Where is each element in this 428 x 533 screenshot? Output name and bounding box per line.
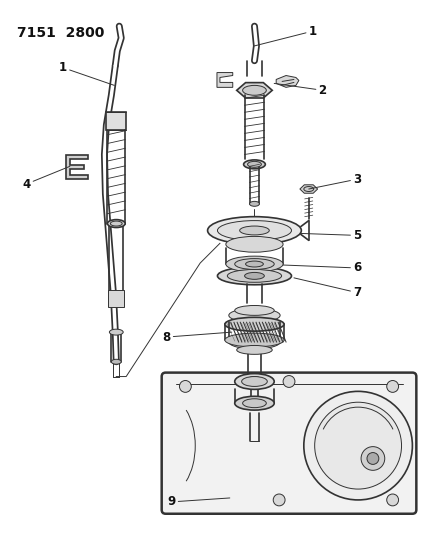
Ellipse shape xyxy=(225,317,284,331)
Ellipse shape xyxy=(235,397,274,410)
Ellipse shape xyxy=(110,329,123,335)
Ellipse shape xyxy=(243,85,266,95)
Ellipse shape xyxy=(235,259,274,270)
Polygon shape xyxy=(276,76,299,87)
Ellipse shape xyxy=(111,359,121,364)
Ellipse shape xyxy=(229,309,280,322)
Ellipse shape xyxy=(217,221,291,240)
Ellipse shape xyxy=(304,187,314,191)
Ellipse shape xyxy=(242,376,268,386)
Ellipse shape xyxy=(250,201,259,206)
Polygon shape xyxy=(66,156,88,179)
Ellipse shape xyxy=(107,220,125,228)
Circle shape xyxy=(315,402,401,489)
Bar xyxy=(107,112,126,130)
Text: 7: 7 xyxy=(294,278,361,299)
Ellipse shape xyxy=(227,270,282,282)
Text: 6: 6 xyxy=(283,262,361,274)
Bar xyxy=(108,290,124,308)
Circle shape xyxy=(387,494,398,506)
Ellipse shape xyxy=(243,399,266,408)
Text: 3: 3 xyxy=(309,173,361,189)
Ellipse shape xyxy=(247,376,262,383)
Text: 2: 2 xyxy=(274,83,327,97)
Circle shape xyxy=(361,447,385,470)
Ellipse shape xyxy=(235,305,274,316)
Ellipse shape xyxy=(217,267,291,285)
Circle shape xyxy=(304,391,413,500)
Ellipse shape xyxy=(229,335,280,349)
Text: 7151  2800: 7151 2800 xyxy=(17,26,104,40)
Ellipse shape xyxy=(226,237,283,252)
Ellipse shape xyxy=(247,161,262,167)
Polygon shape xyxy=(237,83,272,98)
Circle shape xyxy=(179,381,191,392)
Text: 5: 5 xyxy=(301,229,361,242)
Text: 4: 4 xyxy=(22,166,70,191)
Circle shape xyxy=(283,376,295,387)
Ellipse shape xyxy=(240,226,269,235)
Ellipse shape xyxy=(226,256,283,272)
Polygon shape xyxy=(217,72,233,87)
Circle shape xyxy=(387,381,398,392)
Text: 1: 1 xyxy=(59,61,114,85)
Circle shape xyxy=(273,494,285,506)
Ellipse shape xyxy=(235,374,274,390)
Circle shape xyxy=(367,453,379,464)
FancyBboxPatch shape xyxy=(162,373,416,514)
Text: 8: 8 xyxy=(162,330,232,344)
Ellipse shape xyxy=(110,221,122,226)
Text: 9: 9 xyxy=(167,495,230,508)
Ellipse shape xyxy=(225,333,284,347)
Polygon shape xyxy=(300,185,318,193)
Ellipse shape xyxy=(237,345,272,354)
Ellipse shape xyxy=(208,216,301,244)
Ellipse shape xyxy=(244,272,265,279)
Ellipse shape xyxy=(246,261,263,267)
Text: 1: 1 xyxy=(255,25,317,46)
Ellipse shape xyxy=(244,160,265,169)
